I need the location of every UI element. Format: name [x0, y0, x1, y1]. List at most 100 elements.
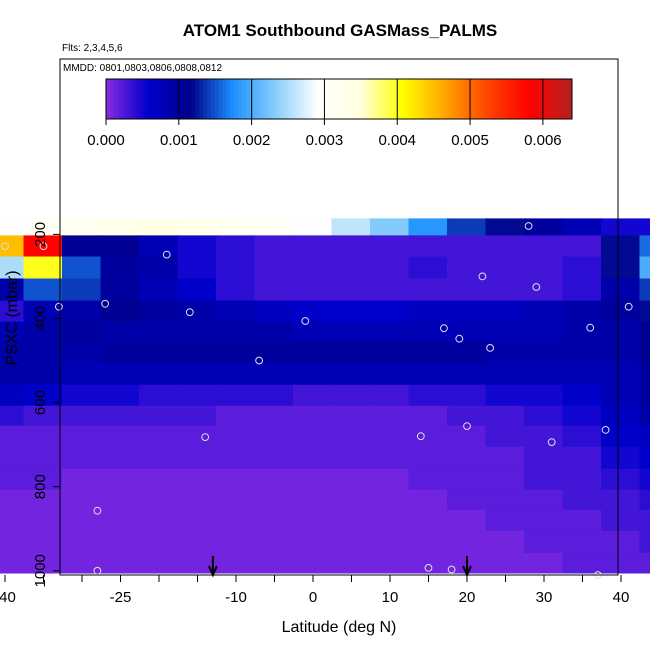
colorbar-segment — [113, 79, 119, 119]
heatmap-cell — [601, 235, 642, 257]
colorbar-segment — [521, 79, 526, 119]
heatmap-cell — [100, 362, 142, 386]
heatmap-cell — [23, 446, 65, 470]
heatmap-cell — [562, 489, 604, 511]
sample-point — [185, 308, 194, 317]
heatmap-cell — [370, 235, 411, 257]
heatmap-cell — [562, 468, 604, 491]
heatmap-cell — [524, 341, 565, 364]
colorbar-segment — [257, 79, 262, 119]
heatmap-cell — [100, 530, 142, 554]
colorbar-segment — [373, 79, 379, 119]
heatmap-cell — [293, 278, 334, 302]
heatmap-cell — [524, 530, 565, 554]
heatmap-cell — [485, 235, 527, 257]
heatmap-cell — [23, 509, 65, 532]
heatmap-cell — [293, 446, 334, 470]
heatmap-cell — [524, 362, 565, 386]
sample-point — [55, 302, 63, 311]
colorbar-segment — [210, 79, 216, 119]
heatmap-cell — [0, 446, 26, 470]
heatmap-cell — [639, 362, 650, 386]
sample-point — [93, 506, 102, 515]
heatmap-cell — [562, 446, 604, 470]
colorbar-tick-label: 0.006 — [524, 132, 562, 149]
colorbar-tick-label: 0.000 — [87, 132, 125, 149]
colorbar-segment — [498, 79, 503, 119]
heatmap-cell — [524, 321, 565, 343]
heatmap-cell — [485, 218, 527, 236]
heatmap-cell — [639, 235, 650, 257]
heatmap-cell — [331, 235, 373, 257]
y-tick-label: 200 — [32, 222, 49, 247]
colorbar-segment — [156, 79, 161, 119]
heatmap-cell — [139, 425, 180, 448]
heatmap-cell — [408, 384, 450, 407]
colorbar-segment — [125, 79, 130, 119]
colorbar-segment — [172, 79, 177, 119]
heatmap-cell — [562, 509, 604, 532]
heatmap-cell — [639, 446, 650, 470]
sample-point — [624, 302, 633, 311]
colorbar-segment — [253, 79, 258, 119]
colorbar-segment — [137, 79, 142, 119]
heatmap-cell — [408, 341, 450, 364]
heatmap-cell — [524, 218, 565, 236]
heatmap-cell — [370, 362, 411, 386]
colorbar-segment — [319, 79, 324, 119]
heatmap-cell — [23, 489, 65, 511]
heatmap-cell — [601, 446, 642, 470]
colorbar-segment — [428, 79, 433, 119]
heatmap-cell — [601, 384, 642, 407]
heatmap-cell — [408, 446, 450, 470]
heatmap-cell — [100, 468, 142, 491]
heatmap-cell — [331, 425, 373, 448]
colorbar-segment — [502, 79, 507, 119]
heatmap-cell — [601, 489, 642, 511]
colorbar-segment — [311, 79, 317, 119]
heatmap-cell — [331, 405, 373, 427]
x-tick-label: -10 — [225, 589, 247, 606]
heatmap-cell — [331, 321, 373, 343]
heatmap-cell — [216, 489, 257, 511]
colorbar-segment — [517, 79, 523, 119]
heatmap-cell — [177, 256, 219, 280]
chart-title: ATOM1 Southbound GASMass_PALMS — [183, 21, 498, 40]
heatmap-cell — [293, 468, 334, 491]
colorbar-segment — [509, 79, 515, 119]
heatmap-cell — [177, 300, 219, 323]
colorbar-segment — [222, 79, 227, 119]
heatmap-cell — [216, 321, 257, 343]
heatmap-cell — [524, 384, 565, 407]
heatmap-cell — [216, 300, 257, 323]
heatmap-cell — [562, 256, 604, 280]
heatmap-cell — [216, 530, 257, 554]
heatmap-cell — [177, 362, 219, 386]
colorbar-segment — [288, 79, 293, 119]
sample-point — [601, 426, 610, 434]
x-tick-label: 0 — [309, 589, 317, 606]
colorbar-segment — [537, 79, 542, 119]
heatmap-cell — [562, 321, 604, 343]
heatmap-cell — [216, 278, 257, 302]
heatmap-cell — [562, 405, 604, 427]
heatmap-cell — [139, 405, 180, 427]
colorbar-segment — [564, 79, 569, 119]
colorbar-segment — [315, 79, 321, 119]
heatmap-cell — [216, 362, 257, 386]
flights-subtitle: Flts: 2,3,4,5,6 — [62, 43, 123, 54]
heatmap-cell — [139, 384, 180, 407]
heatmap-cell — [639, 341, 650, 364]
heatmap-cell — [370, 341, 411, 364]
x-tick-label: 20 — [459, 589, 476, 606]
sample-point — [39, 242, 48, 251]
colorbar-segment — [187, 79, 192, 119]
heatmap-cell — [254, 218, 296, 236]
heatmap-cell — [23, 218, 65, 236]
heatmap-cell — [177, 509, 219, 532]
heatmap-cell — [254, 530, 296, 554]
colorbar-segment — [226, 79, 231, 119]
heatmap-cell — [601, 341, 642, 364]
heatmap-cell — [639, 218, 650, 236]
sample-point — [301, 317, 310, 325]
